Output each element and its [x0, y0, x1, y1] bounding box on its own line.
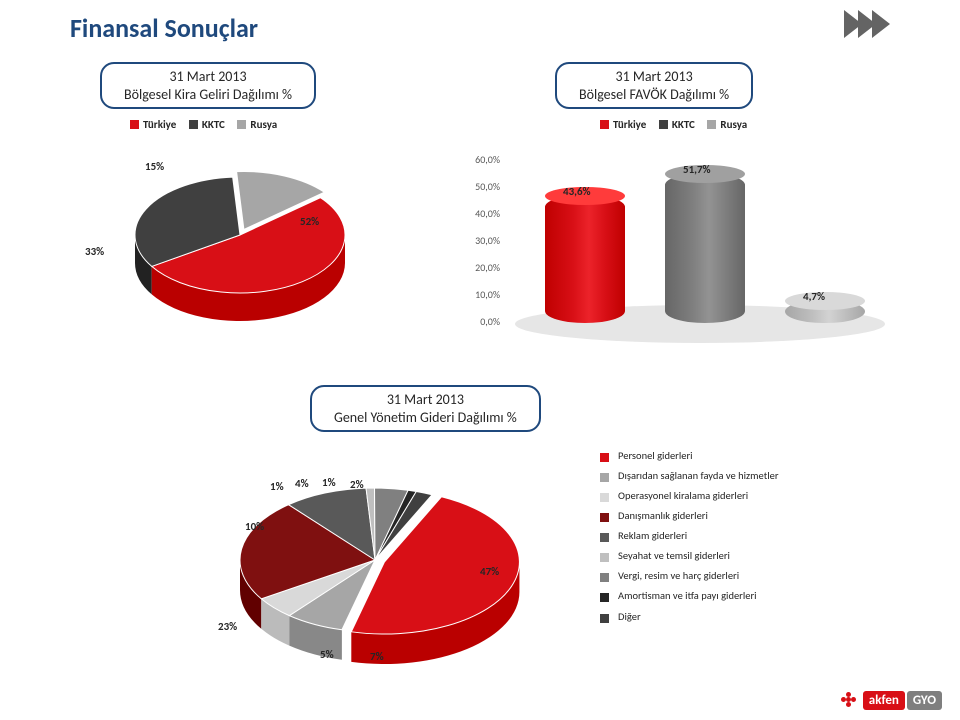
- legend-swatch: [600, 614, 609, 623]
- legend-swatch: [600, 493, 609, 502]
- logo-dots-icon: [839, 690, 859, 710]
- pie2-legend: Personel giderleri Dışarıdan sağlanan fay…: [600, 450, 800, 631]
- pie2-label: 2%: [350, 478, 364, 491]
- pie1-label-2: 15%: [145, 160, 164, 173]
- pie2-label: 4%: [295, 477, 309, 490]
- legend-row: Personel giderleri: [600, 450, 800, 462]
- pie2-label: 7%: [370, 650, 384, 663]
- legend-label: Seyahat ve temsil giderleri: [618, 550, 730, 562]
- pie2-label: 10%: [245, 520, 264, 533]
- legend-row: Amortisman ve itfa payı giderleri: [600, 590, 800, 602]
- legend-row: Danışmanlık giderleri: [600, 510, 800, 522]
- bar-label-0: 43,6%: [563, 185, 591, 198]
- page-title: Finansal Sonuçlar: [70, 12, 258, 44]
- legend-swatch: [707, 120, 716, 129]
- bar-title-line1: 31 Mart 2013: [579, 68, 729, 86]
- legend-row: Reklam giderleri: [600, 530, 800, 542]
- pie1-legend: Türkiye KKTC Rusya: [130, 118, 287, 132]
- legend-label: Operasyonel kiralama giderleri: [618, 490, 748, 502]
- pie1-title-line1: 31 Mart 2013: [124, 68, 292, 86]
- logo: akfen GYO: [839, 690, 942, 710]
- bar-label-2: 4,7%: [803, 290, 825, 303]
- legend-swatch: [600, 573, 609, 582]
- legend-swatch: [659, 120, 668, 129]
- legend-label: Danışmanlık giderleri: [618, 510, 708, 522]
- legend-swatch: [237, 120, 246, 129]
- pie1-title: 31 Mart 2013 Bölgesel Kira Geliri Dağılı…: [100, 62, 316, 109]
- legend-swatch: [600, 473, 609, 482]
- legend-row: Operasyonel kiralama giderleri: [600, 490, 800, 502]
- pie2-label: 1%: [270, 480, 284, 493]
- pie2-label: 1%: [322, 476, 336, 489]
- legend-swatch: [600, 533, 609, 542]
- legend-label: Dışarıdan sağlanan fayda ve hizmetler: [618, 470, 779, 482]
- legend-label: Amortisman ve itfa payı giderleri: [618, 590, 757, 602]
- pie2-label: 23%: [218, 620, 237, 633]
- pie1-label-0: 52%: [300, 215, 319, 228]
- legend-swatch: [600, 453, 609, 462]
- bar-legend: Türkiye KKTC Rusya: [600, 118, 757, 132]
- pie1-label-1: 33%: [85, 245, 104, 258]
- legend-swatch: [189, 120, 198, 129]
- legend-label: Diğer: [618, 611, 641, 623]
- legend-label: Reklam giderleri: [618, 530, 687, 542]
- legend-swatch: [600, 593, 609, 602]
- pie2-title: 31 Mart 2013 Genel Yönetim Gideri Dağılı…: [310, 385, 541, 432]
- legend-swatch: [600, 120, 609, 129]
- legend-label: Personel giderleri: [618, 450, 693, 462]
- pie1-chart: [80, 140, 380, 350]
- legend-row: Dışarıdan sağlanan fayda ve hizmetler: [600, 470, 800, 482]
- chevrons-icon: [848, 10, 890, 43]
- legend-row: Diğer: [600, 611, 800, 623]
- pie1-title-line2: Bölgesel Kira Geliri Dağılımı %: [124, 86, 292, 104]
- pie2-label: 47%: [480, 565, 499, 578]
- legend-swatch: [130, 120, 139, 129]
- pie2-title-line2: Genel Yönetim Gideri Dağılımı %: [334, 409, 517, 427]
- legend-row: Vergi, resim ve harç giderleri: [600, 570, 800, 582]
- bar-0: [545, 145, 625, 323]
- bar-title-line2: Bölgesel FAVÖK Dağılımı %: [579, 86, 729, 104]
- logo-brand: akfen: [863, 691, 905, 710]
- logo-sub: GYO: [907, 691, 942, 710]
- bar-title: 31 Mart 2013 Bölgesel FAVÖK Dağılımı %: [555, 62, 753, 109]
- bar-chart: 0,0% 10,0% 20,0% 30,0% 40,0% 50,0% 60,0%…: [460, 145, 890, 345]
- pie2-label: 5%: [320, 648, 334, 661]
- legend-label: Vergi, resim ve harç giderleri: [618, 570, 739, 582]
- legend-swatch: [600, 553, 609, 562]
- legend-row: Seyahat ve temsil giderleri: [600, 550, 800, 562]
- legend-swatch: [600, 513, 609, 522]
- pie2-title-line1: 31 Mart 2013: [334, 391, 517, 409]
- pie-chart-icon: [80, 140, 380, 350]
- bar-label-1: 51,7%: [683, 163, 711, 176]
